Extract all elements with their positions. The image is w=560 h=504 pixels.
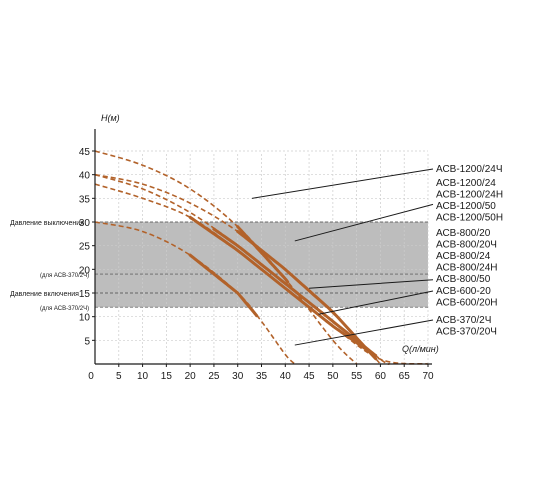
legend-label: АСВ-370/20Ч xyxy=(436,327,497,338)
x-tick-label: 30 xyxy=(232,371,244,382)
legend-label: АСВ-600/20Н xyxy=(436,298,497,309)
x-tick-label: 50 xyxy=(327,371,339,382)
y-tick-label: 35 xyxy=(79,194,91,205)
reference-line-label: (для АСВ-370/2Ч) xyxy=(40,306,89,312)
legend-leader-line xyxy=(251,168,434,199)
x-tick-label: 25 xyxy=(208,371,220,382)
reference-line-label: Давление выключения xyxy=(10,220,84,227)
curve-solid-c45 xyxy=(236,225,290,284)
x-tick-label: 20 xyxy=(185,371,197,382)
legend-label: АСВ-1200/50Н xyxy=(436,213,503,224)
reference-lines: Давление выключения (для АСВ-370/2Ч) Давле… xyxy=(10,220,428,312)
legend-label: АСВ-370/2Ч xyxy=(436,315,491,326)
y-tick-label: 15 xyxy=(79,289,91,300)
y-tick-label: 40 xyxy=(79,171,91,182)
x-tick-label: 45 xyxy=(304,371,316,382)
reference-line-label: (для АСВ-370/2Ч) xyxy=(40,273,89,279)
x-tick-label: 65 xyxy=(399,371,411,382)
y-tick-label: 30 xyxy=(79,218,91,229)
legend-leader-line xyxy=(318,290,434,315)
legend-label: АСВ-1200/24Н xyxy=(436,190,503,201)
origin-label: 0 xyxy=(88,371,94,382)
reference-line-label: Давление включения xyxy=(10,291,79,298)
legend-leader-line xyxy=(294,203,434,242)
curve-dashed-c40b xyxy=(94,173,391,365)
axes: 5 10 15 20 25 30 35 40 45 50 55 60 65 70 5 10 15 20 25 30 35… xyxy=(79,113,439,382)
x-tick-label: 60 xyxy=(375,371,387,382)
x-tick-label: 35 xyxy=(256,371,268,382)
x-axis-title: Q(л/мин) xyxy=(402,344,439,354)
y-axis-title: H(м) xyxy=(101,113,120,123)
legend-label: АСВ-600-20 xyxy=(436,286,491,297)
legend-label: АСВ-800/20 xyxy=(436,228,491,239)
legend: АСВ-1200/24ЧАСВ-1200/24АСВ-1200/24НАСВ-1… xyxy=(436,164,503,338)
x-tick-label: 5 xyxy=(116,371,122,382)
legend-leader-line xyxy=(309,279,434,289)
y-tick-label: 45 xyxy=(79,147,91,158)
y-tick-label: 5 xyxy=(84,336,90,347)
pump-curves xyxy=(94,150,429,365)
y-tick-label: 25 xyxy=(79,242,91,253)
legend-leader-line xyxy=(294,319,434,346)
curve-solid-c40a xyxy=(236,230,378,361)
x-tick-label: 55 xyxy=(351,371,363,382)
legend-label: АСВ-1200/24 xyxy=(436,178,496,189)
legend-label: АСВ-800/50 xyxy=(436,274,491,285)
x-tick-label: 70 xyxy=(422,371,434,382)
legend-leaders xyxy=(251,168,434,346)
legend-label: АСВ-800/24 xyxy=(436,251,491,262)
x-tick-label: 40 xyxy=(280,371,292,382)
y-tick-label: 20 xyxy=(79,265,91,276)
x-tick-label: 10 xyxy=(137,371,149,382)
curve-solid-c40b xyxy=(212,227,378,357)
y-tick-label: 10 xyxy=(79,313,91,324)
x-tick-label: 15 xyxy=(161,371,173,382)
legend-label: АСВ-800/20Ч xyxy=(436,240,497,251)
curve-solid-c38 xyxy=(188,215,373,355)
legend-label: АСВ-1200/24Ч xyxy=(436,164,502,175)
legend-label: АСВ-800/24Н xyxy=(436,263,497,274)
curve-solid-c30 xyxy=(188,253,259,318)
legend-label: АСВ-1200/50 xyxy=(436,201,496,212)
